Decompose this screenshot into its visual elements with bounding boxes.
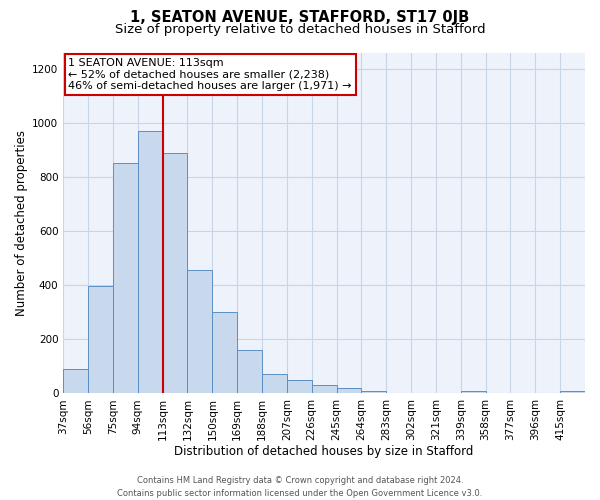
Bar — [138, 131, 163, 394]
Bar — [287, 380, 312, 394]
Bar — [88, 286, 113, 394]
Bar — [461, 390, 485, 394]
Text: 1 SEATON AVENUE: 113sqm
← 52% of detached houses are smaller (2,238)
46% of semi: 1 SEATON AVENUE: 113sqm ← 52% of detache… — [68, 58, 352, 91]
Bar — [63, 369, 88, 394]
Bar — [361, 390, 386, 394]
Bar — [113, 164, 138, 394]
Text: Contains HM Land Registry data © Crown copyright and database right 2024.
Contai: Contains HM Land Registry data © Crown c… — [118, 476, 482, 498]
Y-axis label: Number of detached properties: Number of detached properties — [15, 130, 28, 316]
Bar — [187, 270, 212, 394]
Bar — [312, 385, 337, 394]
Bar — [560, 390, 585, 394]
X-axis label: Distribution of detached houses by size in Stafford: Distribution of detached houses by size … — [175, 444, 474, 458]
Bar — [237, 350, 262, 394]
Bar — [262, 374, 287, 394]
Text: Size of property relative to detached houses in Stafford: Size of property relative to detached ho… — [115, 22, 485, 36]
Bar — [212, 312, 237, 394]
Text: 1, SEATON AVENUE, STAFFORD, ST17 0JB: 1, SEATON AVENUE, STAFFORD, ST17 0JB — [130, 10, 470, 25]
Bar — [337, 388, 361, 394]
Bar — [163, 152, 187, 394]
